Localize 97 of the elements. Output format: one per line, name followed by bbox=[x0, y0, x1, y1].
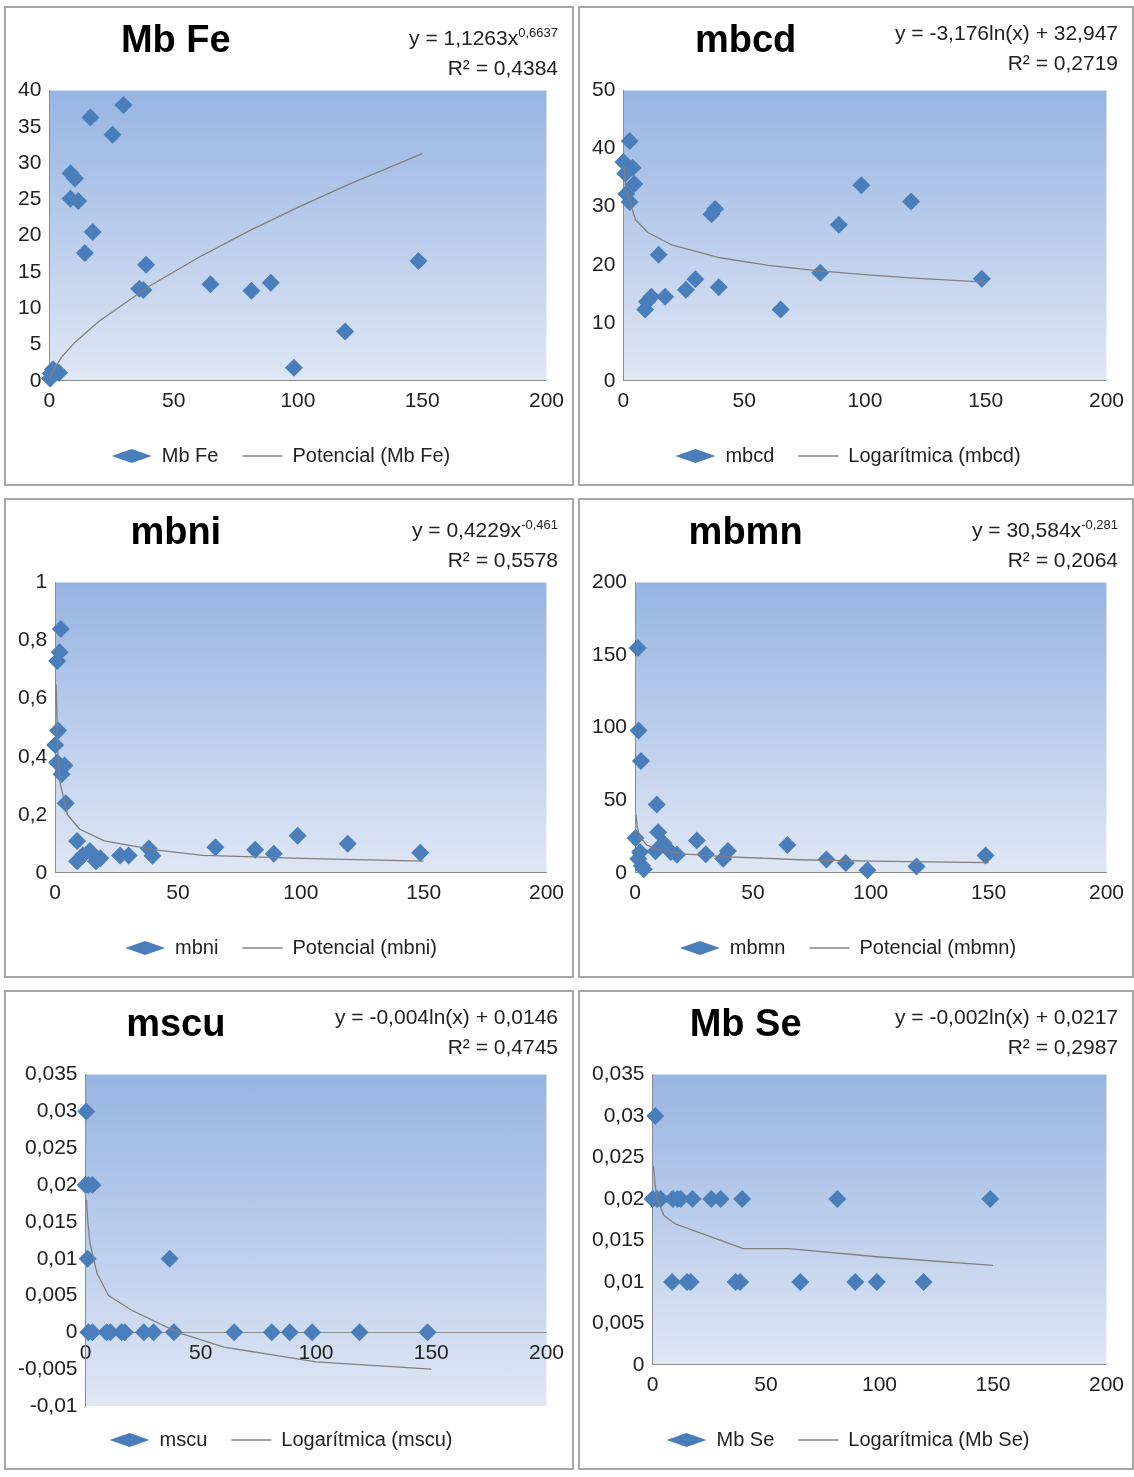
x-tick-label: 50 bbox=[166, 880, 190, 904]
chart-title: mscu bbox=[126, 1002, 226, 1044]
chart-title: Mb Se bbox=[689, 1002, 802, 1044]
y-tick-label: 30 bbox=[18, 149, 42, 173]
text: y = 0,4229x$^{-0,461}$ bbox=[411, 517, 558, 541]
x-tick-label: 200 bbox=[1088, 880, 1124, 904]
legend-label: mscu bbox=[159, 1427, 208, 1450]
legend-label: Logarítmica (mbcd) bbox=[848, 443, 1021, 466]
legend-label: mbni bbox=[175, 935, 219, 958]
y-tick-label: 0,03 bbox=[603, 1102, 645, 1126]
chart-title: Mb Fe bbox=[119, 18, 232, 61]
legend-label: Logarítmica (Mb Se) bbox=[848, 1427, 1030, 1450]
y-tick-label: 0 bbox=[65, 1319, 78, 1343]
y-tick-label: 25 bbox=[18, 186, 42, 210]
text: R² = 0,2064 bbox=[1007, 548, 1118, 571]
x-tick-label: 50 bbox=[189, 1339, 213, 1363]
x-tick-label: 50 bbox=[754, 1372, 778, 1396]
y-tick-label: 0,02 bbox=[36, 1171, 78, 1195]
x-tick-label: 100 bbox=[847, 388, 883, 412]
y-tick-label: 0 bbox=[35, 859, 48, 883]
y-tick-label: 15 bbox=[18, 258, 42, 282]
y-tick-label: 0,025 bbox=[24, 1135, 78, 1159]
text: R² = 0,4745 bbox=[447, 1035, 558, 1058]
chart-title: mbni bbox=[129, 510, 223, 553]
y-tick-label: 0,2 bbox=[17, 801, 48, 825]
y-tick-label: 10 bbox=[592, 309, 616, 333]
y-tick-label: 0,01 bbox=[36, 1245, 78, 1269]
y-tick-label: 150 bbox=[591, 641, 628, 665]
x-tick-label: 150 bbox=[971, 880, 1007, 904]
text: R² = 0,2987 bbox=[1007, 1035, 1118, 1058]
y-tick-label: 0,01 bbox=[603, 1268, 645, 1292]
y-tick-label: 0,4 bbox=[17, 743, 48, 767]
x-tick-label: 150 bbox=[406, 880, 442, 904]
y-tick-label: 0,035 bbox=[24, 1061, 78, 1085]
text: y = 1,1263x$^{0,6637}$ bbox=[409, 25, 558, 49]
text: y = -3,176ln(x) + 32,947 bbox=[895, 21, 1118, 44]
x-tick-label: 150 bbox=[413, 1339, 449, 1363]
y-tick-label: 40 bbox=[592, 135, 616, 159]
y-tick-label: 0 bbox=[29, 367, 42, 391]
legend-label: Potencial (mbni) bbox=[292, 935, 437, 958]
text: y = -0,004ln(x) + 0,0146 bbox=[335, 1005, 558, 1028]
text: y = 30,584x$^{-0,281}$ bbox=[971, 517, 1118, 541]
y-tick-label: 100 bbox=[591, 714, 628, 738]
y-tick-label: 40 bbox=[18, 77, 42, 101]
x-tick-label: 100 bbox=[280, 388, 316, 412]
legend-label: mbcd bbox=[725, 443, 775, 466]
y-tick-label: 200 bbox=[591, 569, 628, 593]
x-tick-label: 50 bbox=[732, 388, 756, 412]
x-tick-label: 200 bbox=[528, 1339, 564, 1363]
y-tick-label: 5 bbox=[29, 331, 42, 355]
text: R² = 0,2719 bbox=[1007, 51, 1118, 74]
legend-label: Mb Se bbox=[716, 1427, 775, 1450]
legend-label: Logarítmica (mscu) bbox=[281, 1427, 453, 1450]
x-tick-label: 100 bbox=[283, 880, 319, 904]
x-tick-label: 50 bbox=[161, 388, 186, 412]
y-tick-label: 0,02 bbox=[603, 1185, 645, 1209]
y-tick-label: 0,005 bbox=[24, 1282, 78, 1306]
legend-label: Potencial (mbmn) bbox=[859, 935, 1017, 958]
x-tick-label: 200 bbox=[528, 880, 564, 904]
y-tick-label: 0 bbox=[603, 367, 616, 391]
y-tick-label: 0,8 bbox=[17, 627, 48, 651]
y-tick-label: 1 bbox=[35, 569, 48, 593]
chart-title: mbcd bbox=[694, 18, 797, 60]
y-tick-label: 0,015 bbox=[591, 1227, 645, 1251]
y-tick-label: 0,015 bbox=[24, 1208, 78, 1232]
chart-title: mbmn bbox=[687, 510, 804, 553]
legend-label: mbmn bbox=[729, 935, 786, 958]
y-tick-label: 20 bbox=[18, 222, 42, 246]
y-tick-label: 35 bbox=[18, 113, 42, 137]
y-tick-label: 30 bbox=[592, 193, 616, 217]
text: R² = 0,5578 bbox=[447, 548, 558, 571]
x-tick-label: 100 bbox=[298, 1339, 334, 1363]
y-tick-label: 0 bbox=[615, 859, 628, 883]
y-tick-label: 0,025 bbox=[591, 1144, 645, 1168]
y-tick-label: 0,035 bbox=[591, 1061, 645, 1085]
legend-label: Potencial (Mb Fe) bbox=[292, 443, 451, 466]
text: y = -0,002ln(x) + 0,0217 bbox=[895, 1005, 1118, 1028]
x-tick-label: 150 bbox=[968, 388, 1004, 412]
y-tick-label: 50 bbox=[592, 77, 616, 101]
text: R² = 0,4384 bbox=[447, 56, 558, 79]
y-tick-label: 20 bbox=[592, 251, 616, 275]
y-tick-label: 0,6 bbox=[17, 685, 48, 709]
y-tick-label: -0,005 bbox=[18, 1355, 78, 1379]
y-tick-label: -0,01 bbox=[29, 1392, 78, 1416]
x-tick-label: 100 bbox=[861, 1372, 898, 1396]
legend-label: Mb Fe bbox=[161, 443, 219, 466]
y-tick-label: 10 bbox=[18, 295, 42, 319]
x-tick-label: 100 bbox=[853, 880, 889, 904]
x-tick-label: 200 bbox=[1088, 388, 1124, 412]
y-tick-label: 0,005 bbox=[591, 1310, 645, 1334]
x-tick-label: 50 bbox=[741, 880, 765, 904]
y-tick-label: 0,03 bbox=[36, 1098, 78, 1122]
x-tick-label: 200 bbox=[528, 388, 564, 412]
x-tick-label: 150 bbox=[975, 1372, 1011, 1396]
x-tick-label: 200 bbox=[1088, 1372, 1124, 1396]
y-tick-label: 50 bbox=[603, 787, 628, 811]
x-tick-label: 150 bbox=[404, 388, 440, 412]
